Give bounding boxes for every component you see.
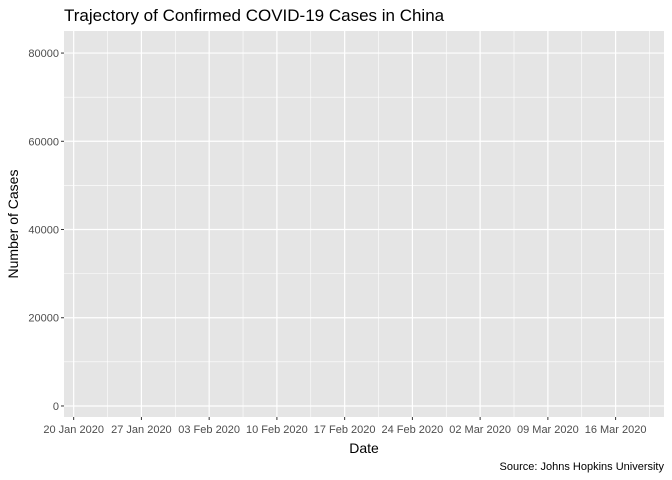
minor-gridlines (64, 31, 664, 417)
plot-panel (64, 31, 664, 417)
major-gridlines (64, 31, 664, 417)
y-tick-label: 80000 (28, 48, 59, 60)
x-tick-label: 09 Mar 2020 (517, 424, 579, 436)
y-tick-label: 60000 (28, 136, 59, 148)
x-tick-label: 02 Mar 2020 (449, 424, 511, 436)
chart-title: Trajectory of Confirmed COVID-19 Cases i… (64, 6, 445, 25)
y-axis-label: Number of Cases (5, 170, 21, 279)
y-tick-label: 0 (53, 401, 59, 413)
y-tick-label: 20000 (28, 313, 59, 325)
x-tick-label: 20 Jan 2020 (43, 424, 104, 436)
chart-caption: Source: Johns Hopkins University (500, 461, 665, 473)
x-tick-label: 24 Feb 2020 (381, 424, 443, 436)
x-tick-label: 16 Mar 2020 (585, 424, 647, 436)
y-axis: 0 20000 40000 60000 80000 (28, 48, 64, 413)
x-axis-label: Date (349, 440, 379, 456)
x-tick-label: 03 Feb 2020 (178, 424, 240, 436)
y-tick-label: 40000 (28, 225, 59, 237)
x-tick-label: 27 Jan 2020 (111, 424, 172, 436)
x-tick-label: 10 Feb 2020 (246, 424, 308, 436)
x-axis: 20 Jan 2020 27 Jan 2020 03 Feb 2020 10 Feb … (43, 417, 646, 436)
x-tick-label: 17 Feb 2020 (314, 424, 376, 436)
